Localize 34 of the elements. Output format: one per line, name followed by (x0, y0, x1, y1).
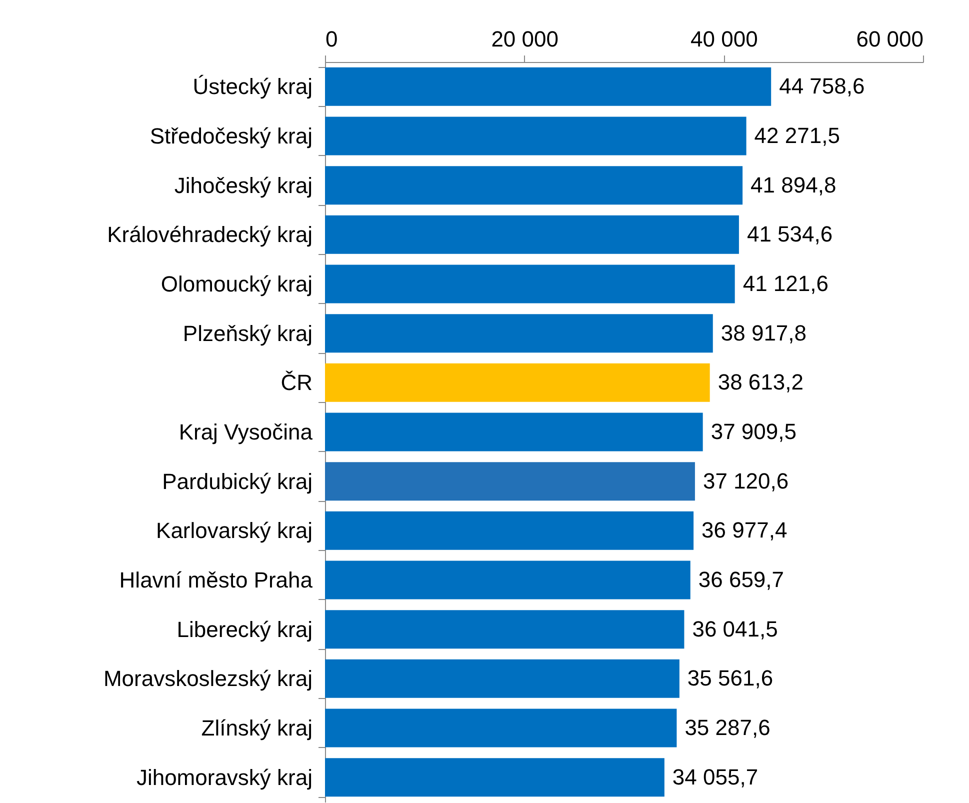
y-tick-label: Karlovarský kraj (156, 518, 312, 544)
y-tick-label: Hlavní město Praha (119, 568, 314, 592)
y-tick-label: ČR (280, 370, 312, 396)
data-label: 37 120,6 (702, 468, 789, 494)
y-tick-label: Olomoucký kraj (160, 272, 312, 296)
data-label: 44 758,6 (779, 74, 865, 99)
data-label: 36 041,5 (692, 616, 778, 642)
y-tick-label: Liberecký kraj (176, 616, 312, 642)
y-tick-label: Plzeňský kraj (182, 320, 312, 346)
data-label: 36 977,4 (702, 518, 788, 543)
y-tick-label: Středočeský kraj (150, 124, 312, 148)
data-label: 35 287,6 (684, 715, 770, 740)
data-label: 41 121,6 (742, 271, 828, 296)
y-tick-label: Jihomoravský kraj (136, 764, 312, 790)
data-label: 42 271,5 (754, 123, 840, 148)
x-tick-label: 0 (326, 26, 338, 52)
y-tick-label: Jihočeský kraj (174, 172, 312, 198)
y-tick-label: Ústecký kraj (192, 74, 312, 100)
y-tick-label: Kraj Vysočina (178, 420, 314, 444)
data-label: 36 659,7 (698, 567, 784, 592)
y-tick-label: Zlínský kraj (201, 716, 312, 740)
y-tick-label: Královéhradecký kraj (107, 222, 312, 248)
data-label: 37 909,5 (710, 419, 796, 444)
data-label: 38 917,8 (720, 320, 807, 346)
y-tick-label: Pardubický kraj (162, 468, 312, 494)
data-label: 35 561,6 (687, 666, 774, 691)
data-label: 38 613,2 (718, 370, 804, 395)
data-label: 34 055,7 (672, 764, 758, 790)
data-label: 41 894,8 (750, 172, 836, 198)
x-tick-label: 60 000 (856, 26, 924, 52)
x-tick-label: 20 000 (491, 26, 558, 52)
data-label: 41 534,6 (746, 222, 833, 247)
y-tick-label: Moravskoslezský kraj (103, 666, 312, 692)
x-tick-label: 40 000 (690, 26, 758, 52)
